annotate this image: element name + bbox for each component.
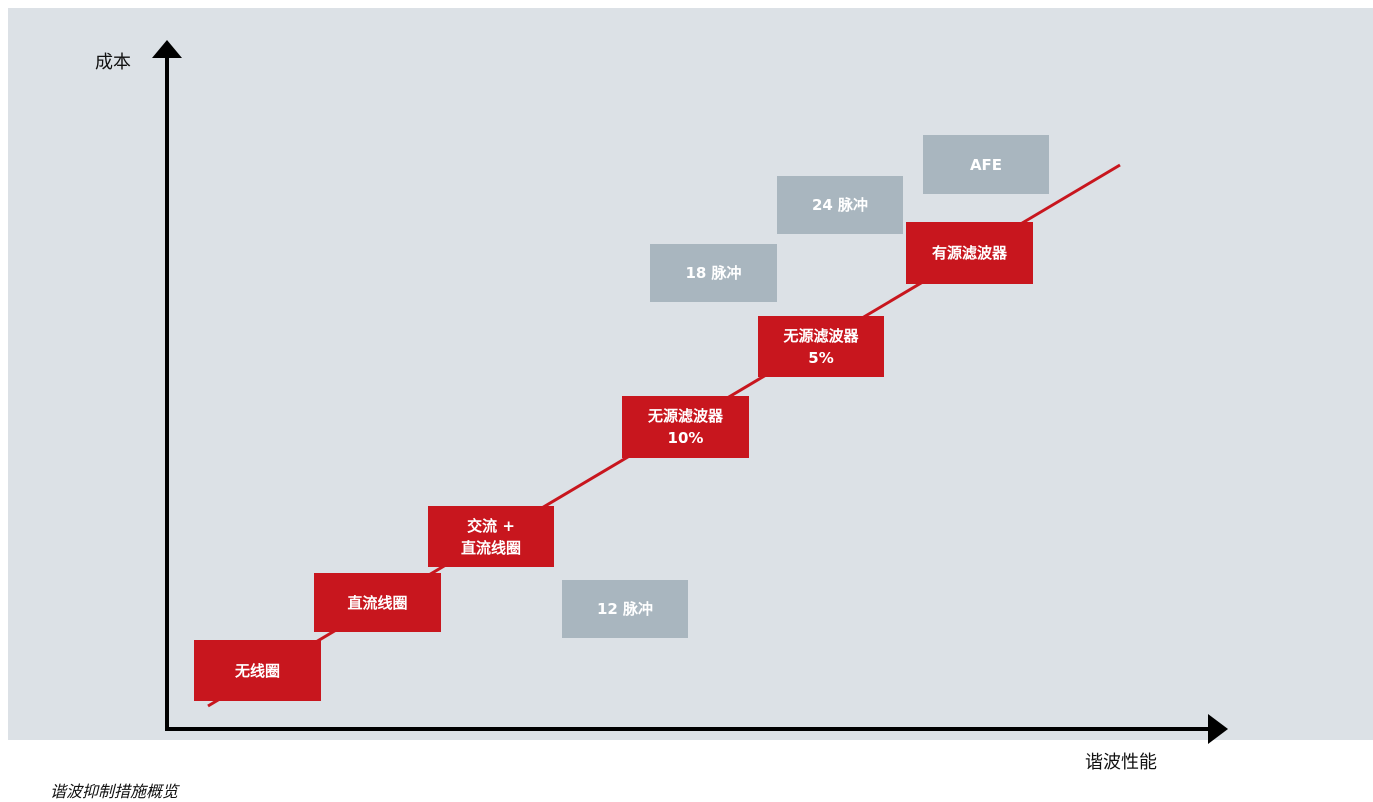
box-passive-filter-10-line1: 无源滤波器 [647,407,723,425]
box-passive-filter-5-line1: 无源滤波器 [783,326,859,345]
box-18-pulse: 18 脉冲 [650,244,777,302]
box-afe-label: AFE [969,155,1003,174]
box-ac-dc-coil: 交流 + 直流线圈 [428,506,554,567]
box-ac-dc-coil-line2: 直流线圈 [460,538,521,557]
box-dc-coil: 直流线圈 [314,573,441,632]
box-afe: AFE [923,135,1049,194]
figure-caption: 谐波抑制措施概览 [50,782,179,801]
box-24-pulse: 24 脉冲 [777,176,903,234]
box-12-pulse-label: 12 脉冲 [596,600,654,618]
box-active-filter: 有源滤波器 [906,222,1033,284]
box-passive-filter-10-line2: 10% [667,429,704,447]
x-axis-arrow [1208,714,1228,744]
y-axis-label: 成本 [95,52,131,73]
box-no-coil: 无线圈 [194,640,321,701]
box-passive-filter-5-line2: 5% [808,348,834,367]
box-active-filter-label: 有源滤波器 [931,244,1007,262]
box-18-pulse-label: 18 脉冲 [685,264,742,282]
box-no-coil-label: 无线圈 [234,661,280,680]
diagram-panel [8,8,1373,740]
box-passive-filter-10: 无源滤波器 10% [622,396,749,458]
box-ac-dc-coil-line1: 交流 + [467,516,515,535]
y-axis-arrow [152,40,182,58]
box-dc-coil-label: 直流线圈 [347,593,408,612]
box-24-pulse-label: 24 脉冲 [811,196,869,214]
x-axis-label: 谐波性能 [1085,752,1157,773]
box-passive-filter-5: 无源滤波器 5% [758,316,884,377]
box-12-pulse: 12 脉冲 [562,580,688,638]
